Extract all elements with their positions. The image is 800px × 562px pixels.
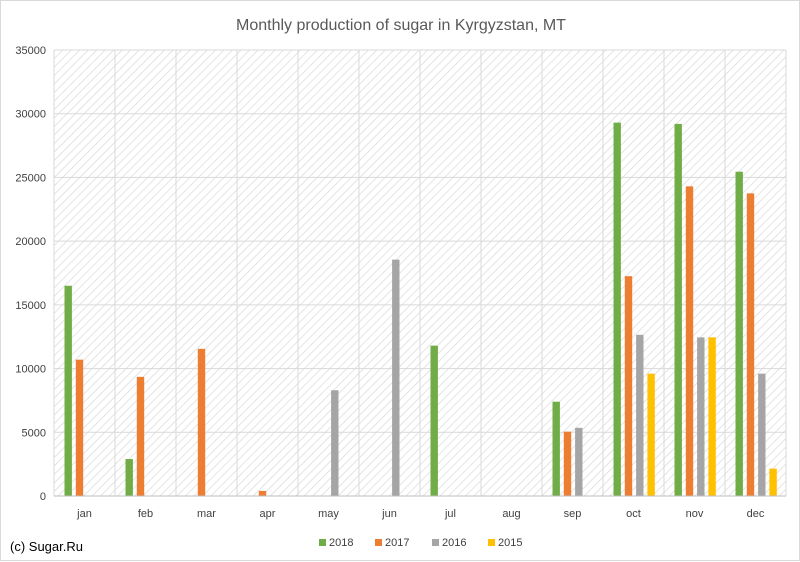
legend-item-2018: 2018 — [319, 537, 353, 549]
x-tick-label: may — [318, 508, 339, 520]
bar-2017-jan — [75, 359, 84, 496]
legend-label: 2018 — [329, 537, 353, 549]
bar-2018-sep — [552, 401, 560, 496]
x-tick-label: jul — [444, 508, 456, 520]
bar-2016-nov — [697, 337, 705, 496]
bars — [64, 122, 777, 497]
bar-2018-jul — [430, 345, 438, 496]
bar-2016-sep — [575, 427, 583, 496]
x-tick-label: oct — [626, 508, 641, 520]
y-tick-label: 20000 — [15, 236, 46, 248]
y-tick-label: 15000 — [15, 300, 46, 312]
source-credit: (c) Sugar.Ru — [10, 539, 83, 554]
x-tick-label: sep — [564, 508, 582, 520]
bar-2017-feb — [136, 376, 145, 496]
legend-label: 2016 — [442, 537, 466, 549]
bar-2017-sep — [563, 431, 572, 496]
bar-2017-apr — [258, 490, 267, 496]
bar-2018-oct — [613, 122, 621, 497]
bar-2017-nov — [685, 186, 694, 496]
bar-2015-oct — [647, 373, 655, 496]
y-tick-label: 0 — [40, 491, 46, 503]
y-tick-label: 35000 — [15, 45, 46, 57]
bar-2017-mar — [197, 348, 206, 496]
bar-2018-dec — [735, 171, 743, 497]
gridlines — [53, 49, 787, 496]
x-tick-label: nov — [686, 508, 704, 520]
legend-label: 2017 — [385, 537, 409, 549]
bar-2018-feb — [125, 459, 133, 496]
x-tick-label: apr — [260, 508, 276, 520]
bar-2017-oct — [624, 276, 633, 496]
legend-item-2015: 2015 — [488, 537, 522, 549]
y-tick-label: 25000 — [15, 172, 46, 184]
chart-title: Monthly production of sugar in Kyrgyzsta… — [236, 17, 566, 34]
y-tick-label: 5000 — [22, 427, 46, 439]
bar-2016-jun — [392, 259, 400, 496]
bar-2018-nov — [674, 123, 682, 496]
y-axis-tick-labels: 0 5000 10000 15000 20000 25000 30000 35000 — [15, 45, 46, 503]
bar-2015-dec — [769, 468, 777, 496]
legend-item-2016: 2016 — [432, 537, 466, 549]
x-tick-label: jun — [381, 508, 397, 520]
x-tick-label: feb — [138, 508, 153, 520]
bar-2018-jan — [64, 285, 72, 496]
y-tick-label: 10000 — [15, 364, 46, 376]
bar-2016-may — [331, 390, 339, 496]
legend-swatch — [319, 539, 326, 546]
y-tick-label: 30000 — [15, 109, 46, 121]
bar-2015-nov — [708, 337, 716, 496]
legend-swatch — [432, 539, 439, 546]
x-axis-tick-labels: jan feb mar apr may jun jul aug sep oct nov dec — [76, 508, 765, 520]
bar-2017-dec — [746, 193, 755, 496]
x-tick-label: dec — [747, 508, 765, 520]
legend-label: 2015 — [498, 537, 522, 549]
legend-swatch — [488, 539, 495, 546]
bar-2016-dec — [758, 373, 766, 496]
bar-2016-oct — [636, 334, 644, 496]
legend-swatch — [375, 539, 382, 546]
legend-item-2017: 2017 — [375, 537, 409, 549]
x-tick-label: aug — [502, 508, 520, 520]
x-tick-label: mar — [197, 508, 216, 520]
legend: 2018 2017 2016 2015 — [319, 537, 522, 549]
x-tick-label: jan — [76, 508, 92, 520]
